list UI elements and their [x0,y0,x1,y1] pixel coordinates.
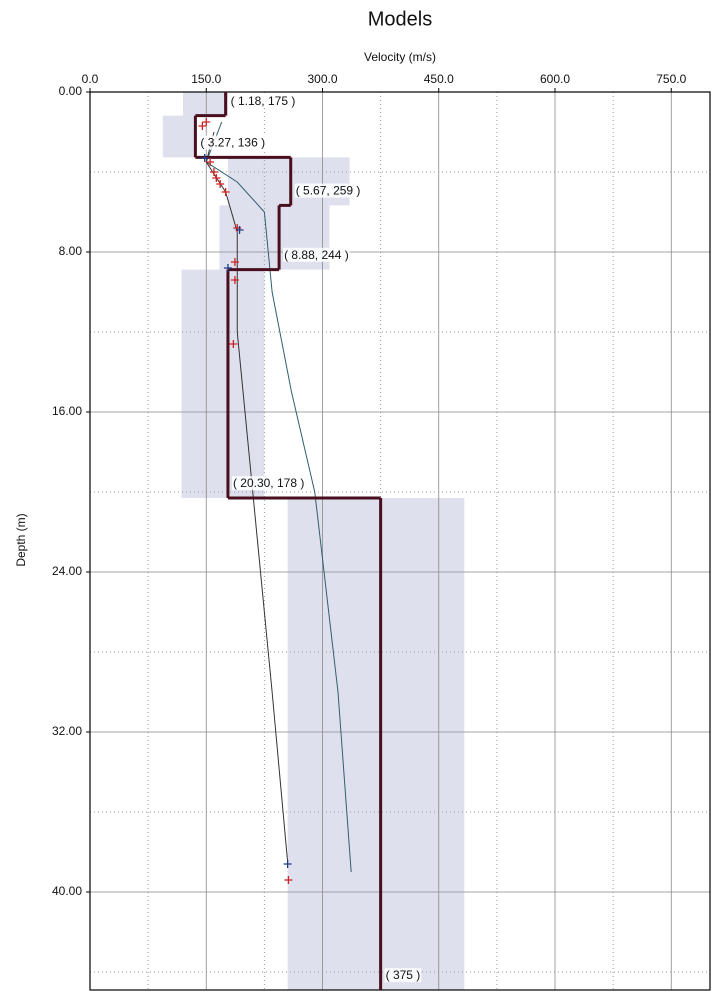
data-point [229,340,238,348]
label-background [294,183,362,198]
x-tick-label: 0.0 [82,72,99,86]
data-point [202,118,211,126]
x-tick-label: 750.0 [656,72,686,86]
label-background [384,968,422,983]
plot-frame [89,91,711,991]
data-point [230,258,239,266]
y-tick-label: 32.00 [52,724,82,738]
layer-label: ( 3.27, 136 ) [200,136,265,150]
data-point [221,188,230,196]
y-tick-label: 0.00 [59,84,83,98]
label-background [199,135,267,150]
data-point [210,168,218,176]
x-axis-label: Velocity (m/s) [364,50,436,64]
data-point [212,174,221,182]
label-background [229,93,297,108]
x-tick-label: 600.0 [540,72,570,86]
layer-label: ( 1.18, 175 ) [231,94,296,108]
velocity-range [227,157,350,206]
x-tick-label: 450.0 [424,72,454,86]
y-tick-label: 40.00 [52,884,82,898]
x-tick-label: 300.0 [307,72,337,86]
y-axis-label: Depth (m) [14,513,28,566]
y-tick-label: 8.00 [59,244,83,258]
data-point [223,264,232,272]
data-point [216,180,225,188]
chart-title: Models [368,8,432,30]
layer-label: ( 20.30, 178 ) [233,476,304,490]
layer-label: ( 8.88, 244 ) [284,248,349,262]
data-point [200,154,209,162]
label-background [283,247,350,262]
layer-label: ( 5.67, 259 ) [296,184,361,198]
x-tick-label: 150.0 [191,72,221,86]
data-point [206,158,215,166]
dispersion-curve [205,121,352,873]
velocity-range [162,115,197,158]
data-point [235,226,244,234]
data-point [283,860,292,868]
label-background [231,476,306,491]
y-tick-label: 16.00 [52,404,82,418]
velocity-range [287,498,465,990]
data-point [198,122,207,130]
velocity-range [183,92,228,116]
y-tick-label: 24.00 [52,564,82,578]
layer-label: ( 375 ) [386,968,421,982]
data-point [230,276,239,284]
data-point [284,876,293,884]
velocity-range [181,269,265,498]
